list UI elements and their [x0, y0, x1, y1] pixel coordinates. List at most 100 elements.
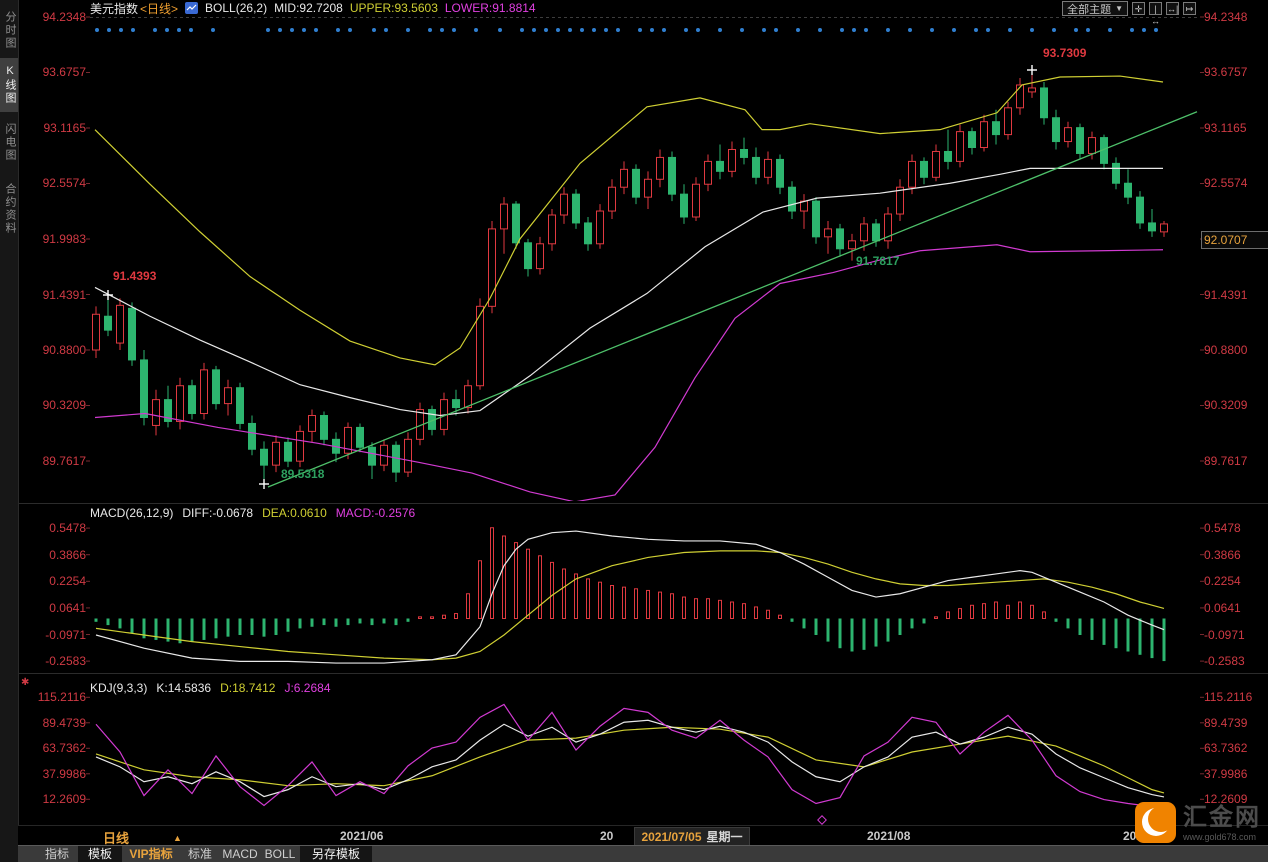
x-axis-label: 20	[600, 829, 614, 843]
y-axis-label: 0.3866	[1204, 547, 1241, 562]
symbol-name: 美元指数	[90, 1, 139, 16]
sidebar-tab-1[interactable]: K线图	[0, 58, 18, 112]
toolbar-tab-4[interactable]: MACD	[222, 847, 258, 861]
expand-x-icon[interactable]: |↔	[1149, 2, 1162, 26]
time-axis-strip: 日线 ▲ 2021/07/05 星期一 2021/06 20 2021/08 202	[18, 825, 1268, 846]
kdj-pane-header: KDJ(9,3,3) K:14.5836 D:18.7412 J:6.2684	[90, 681, 331, 695]
y-axis-label: 89.4739	[1204, 715, 1248, 730]
y-axis-label: 92.5574	[1204, 176, 1248, 191]
y-axis-label: 93.6757	[1204, 65, 1248, 80]
price-annotation: 91.4393	[113, 269, 157, 283]
site-url: www.gold678.com	[1183, 832, 1257, 842]
crosshair-date-box: 2021/07/05 星期一	[634, 827, 750, 846]
y-axis-label: 37.9986	[1204, 766, 1248, 781]
y-axis-label: 0.0641	[49, 600, 86, 615]
y-axis-label: 90.8800	[42, 342, 86, 357]
price-annotation: 89.5318	[281, 467, 325, 481]
kdj-j-value: J:6.2684	[284, 681, 331, 695]
y-axis-label: 12.2609	[1204, 792, 1248, 807]
sidebar-tab-3[interactable]: 合约资料	[4, 183, 16, 235]
bottom-toolbar: 指标 模板 VIP指标 标准 MACD BOLL 另存模板	[18, 845, 1268, 862]
candlestick-chart-icon	[185, 2, 199, 14]
y-axis-label: 0.2254	[49, 574, 86, 589]
kdj-k-value: K:14.5836	[156, 681, 212, 695]
indicator-ornament-icon: ✱	[21, 677, 30, 688]
y-axis-label: 93.6757	[42, 65, 86, 80]
boll-mid-value: MID:92.7208	[274, 1, 343, 15]
top-right-controls: 全部主题 ▼ ✛ |↔ ↔| ↦	[1062, 1, 1196, 26]
macd-macd-value: MACD:-0.2576	[335, 506, 416, 520]
period-label: 日线	[103, 831, 130, 846]
site-name: 汇金网	[1183, 804, 1261, 831]
chart-type-sidebar: 分时图 K线图闪电图合约资料	[0, 0, 19, 862]
y-axis-label: 115.2116	[37, 690, 86, 705]
y-axis-label: 94.2348	[42, 10, 86, 24]
kdj-indicator-name: KDJ(9,3,3)	[90, 681, 148, 695]
y-axis-label: 0.5478	[1204, 521, 1241, 536]
x-axis-label: 2021/06	[340, 829, 384, 843]
triangle-up-icon: ▲	[173, 832, 182, 843]
y-axis-label: 63.7362	[42, 741, 86, 756]
y-axis-label: 89.7617	[42, 453, 86, 468]
sidebar-tab-0[interactable]: 分时图	[4, 10, 16, 50]
current-price-box: 92.0707	[1201, 231, 1268, 249]
crosshair-date: 2021/07/05	[641, 829, 702, 844]
kdj-d-value: D:18.7412	[220, 681, 276, 695]
y-axis-label: 89.7617	[1204, 453, 1248, 468]
macd-diff-value: DIFF:-0.0678	[182, 506, 254, 520]
boll-upper-value: UPPER:93.5603	[349, 1, 438, 15]
boll-indicator-name: BOLL(26,2)	[205, 1, 268, 15]
y-axis-label: -0.0971	[45, 627, 86, 642]
period-tag: <日线>	[140, 1, 179, 16]
y-axis-label: 37.9986	[42, 766, 86, 781]
y-axis-label: -0.2583	[45, 654, 86, 669]
y-axis-label: 91.4391	[42, 287, 86, 302]
macd-pane-header: MACD(26,12,9) DIFF:-0.0678 DEA:0.0610 MA…	[90, 506, 415, 520]
price-annotation: 91.7817	[856, 254, 900, 268]
x-axis-label: 2021/08	[867, 829, 911, 843]
y-axis-label: 0.2254	[1204, 574, 1241, 589]
y-axis-label: 92.5574	[42, 176, 86, 191]
y-axis-label: 89.4739	[42, 715, 86, 730]
sidebar-tab-2[interactable]: 闪电图	[4, 122, 16, 162]
boll-lower-value: LOWER:91.8814	[444, 1, 536, 15]
toolbar-tab-0[interactable]: 指标	[44, 847, 69, 861]
logo-crescent-icon	[1135, 802, 1176, 843]
chart-header: 美元指数 <日线> BOLL(26,2) MID:92.7208 UPPER:9…	[90, 1, 536, 16]
y-axis-label: 0.3866	[49, 547, 86, 562]
y-axis-label: 94.2348	[1204, 10, 1248, 24]
y-axis-label: 91.4391	[1204, 287, 1248, 302]
theme-dropdown-label: 全部主题	[1067, 3, 1112, 16]
y-axis-label: 12.2609	[42, 792, 86, 807]
y-axis-label: -0.2583	[1204, 654, 1245, 669]
y-axis-label: 0.5478	[49, 521, 86, 536]
y-axis-label: 93.1165	[43, 121, 87, 135]
theme-dropdown[interactable]: 全部主题 ▼	[1062, 1, 1128, 16]
y-axis-label: 0.0641	[1204, 600, 1241, 615]
toolbar-tab-3[interactable]: 标准	[187, 847, 212, 861]
y-axis-label: 93.1165	[1204, 121, 1247, 135]
site-logo: 汇金网 www.gold678.com	[1135, 802, 1268, 847]
toolbar-tab-6[interactable]: 另存模板	[300, 846, 372, 862]
crosshair-weekday: 星期一	[706, 830, 743, 844]
period-selector[interactable]: 日线 ▲	[103, 828, 182, 847]
toolbar-tab-1[interactable]: 模板	[78, 846, 122, 862]
y-axis-label: -0.0971	[1204, 627, 1245, 642]
macd-dea-value: DEA:0.0610	[262, 506, 327, 520]
crosshair-move-icon[interactable]: ✛	[1132, 2, 1145, 15]
y-axis-label: 90.8800	[1204, 342, 1248, 357]
shift-right-icon[interactable]: ↦	[1183, 2, 1196, 15]
y-axis-label: 115.2116	[1204, 690, 1253, 705]
y-axis-label: 91.9983	[42, 231, 86, 246]
toolbar-tab-5[interactable]: BOLL	[264, 847, 296, 861]
toolbar-tab-2[interactable]: VIP指标	[129, 847, 173, 861]
y-axis-label: 90.3209	[42, 398, 86, 413]
compress-x-icon[interactable]: ↔|	[1166, 2, 1179, 15]
chevron-down-icon: ▼	[1115, 4, 1123, 13]
macd-indicator-name: MACD(26,12,9)	[90, 506, 174, 520]
price-annotation: 93.7309	[1043, 46, 1087, 60]
y-axis-label: 90.3209	[1204, 398, 1248, 413]
y-axis-label: 63.7362	[1204, 741, 1248, 756]
